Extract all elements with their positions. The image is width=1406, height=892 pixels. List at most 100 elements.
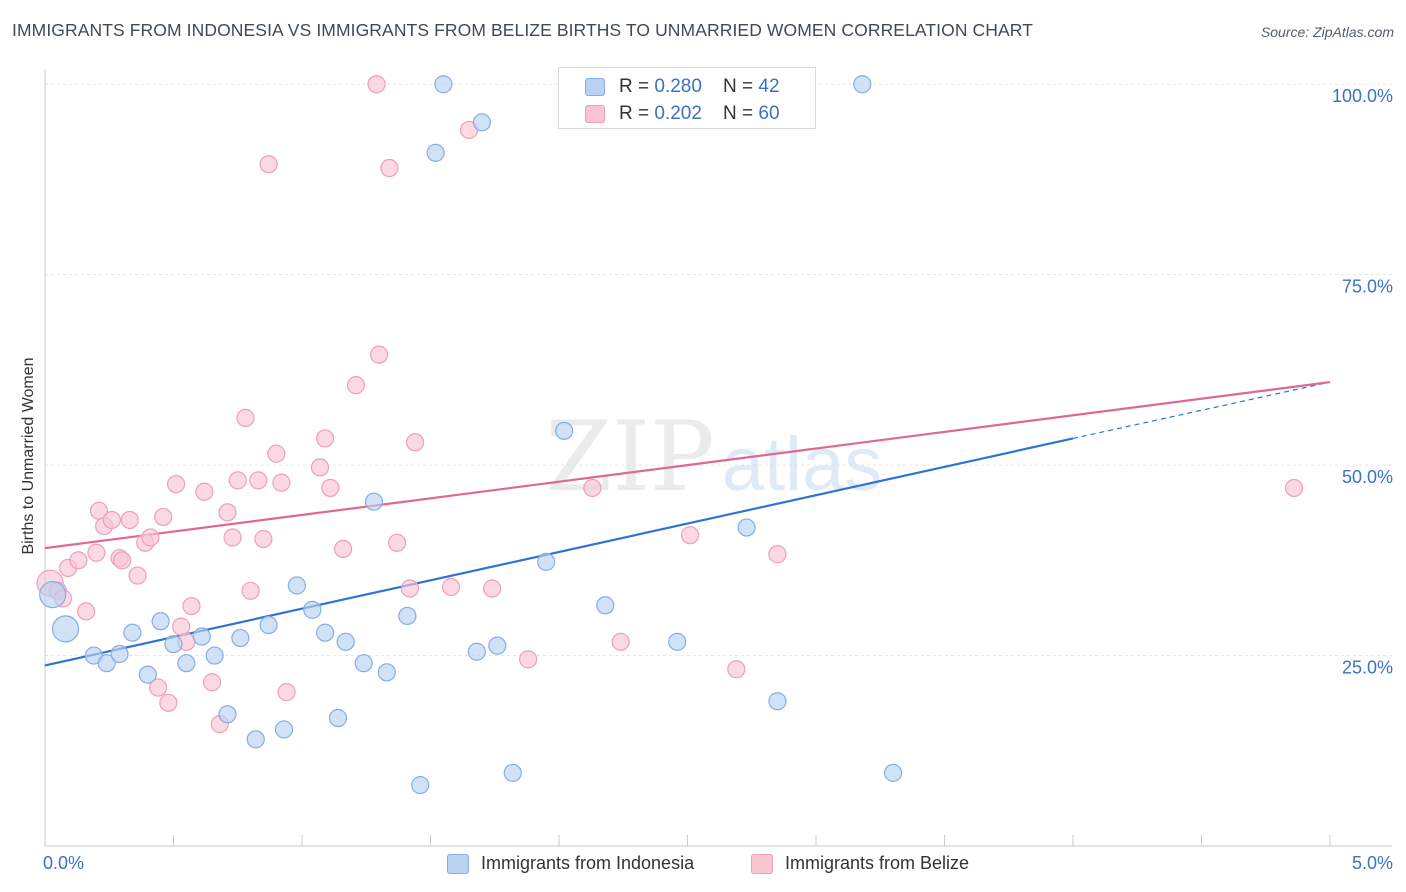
- indonesia-point: [434, 75, 453, 94]
- belize-point: [1284, 478, 1304, 498]
- indonesia-point: [472, 113, 491, 132]
- belize-point: [680, 526, 700, 545]
- indonesia-point: [336, 632, 355, 651]
- indonesia-point: [467, 642, 486, 661]
- data-points: [36, 75, 1304, 795]
- indonesia-point: [328, 708, 348, 728]
- belize-point: [69, 551, 88, 570]
- indonesia-point: [164, 635, 183, 654]
- tick-labels: 25.0% 50.0% 75.0% 100.0% 0.0% 5.0%: [43, 86, 1393, 873]
- indonesia-point: [503, 763, 522, 782]
- belize-point: [441, 577, 461, 597]
- legend-r-label: R =: [619, 103, 655, 124]
- indonesia-point: [231, 628, 250, 648]
- indonesia-point: [398, 606, 417, 626]
- trend-lines: [44, 380, 1331, 667]
- belize-point: [202, 673, 222, 692]
- y-tick-label: 50.0%: [1342, 467, 1393, 487]
- indonesia-point: [123, 623, 142, 642]
- indonesia-point: [737, 518, 756, 537]
- belize-point: [583, 478, 602, 498]
- indonesia-point: [364, 492, 384, 511]
- indonesia-point: [110, 644, 129, 664]
- indonesia-point: [596, 596, 615, 615]
- indonesia-point: [488, 636, 507, 655]
- belize-point: [172, 617, 191, 636]
- belize-point: [102, 510, 121, 530]
- legend: R = 0.280 N = 42 R = 0.202 N = 60: [558, 67, 816, 129]
- belize-point: [223, 528, 242, 547]
- y-axis-label: Births to Unmarried Women: [20, 357, 37, 554]
- indonesia-point: [377, 663, 396, 682]
- indonesia-point: [668, 632, 687, 651]
- indonesia-point: [39, 581, 67, 609]
- x-tick-label: 0.0%: [43, 853, 84, 873]
- x-tick-label: 5.0%: [1352, 853, 1393, 873]
- source-credit: Source: ZipAtlas.com: [1260, 24, 1394, 40]
- belize-point: [249, 471, 268, 490]
- y-tick-label: 75.0%: [1342, 277, 1393, 297]
- indonesia-point: [259, 615, 278, 635]
- grid-lines: [45, 83, 1392, 657]
- belize-point: [519, 650, 538, 669]
- indonesia-point: [205, 646, 224, 665]
- belize-point: [166, 475, 186, 494]
- chart-title: IMMIGRANTS FROM INDONESIA VS IMMIGRANTS …: [12, 20, 1034, 40]
- belize-point: [159, 693, 178, 712]
- belize-point: [272, 473, 291, 492]
- indonesia-point: [274, 720, 294, 739]
- indonesia-point: [853, 75, 872, 94]
- belize-point: [141, 528, 160, 547]
- watermark-zip: ZIP: [545, 401, 714, 513]
- belize-point: [259, 155, 278, 174]
- indonesia-point: [97, 654, 116, 673]
- indonesia-point: [138, 665, 157, 684]
- legend-n-label: N =: [723, 103, 759, 124]
- indonesia-point: [426, 143, 445, 162]
- indonesia-point: [883, 763, 903, 782]
- indonesia-point: [246, 730, 265, 749]
- belize-point: [768, 545, 787, 564]
- watermark: ZIP atlas: [545, 401, 882, 513]
- bottom-legend-label-indonesia: Immigrants from Indonesia: [481, 853, 695, 873]
- indonesia-trend-extension: [1072, 381, 1331, 440]
- belize-point: [195, 482, 214, 501]
- y-tick-label: 25.0%: [1342, 658, 1393, 678]
- legend-n-label: N =: [723, 76, 759, 97]
- indonesia-point: [192, 627, 211, 646]
- belize-point: [316, 429, 335, 448]
- belize-point: [236, 408, 255, 427]
- indonesia-point: [411, 775, 430, 795]
- legend-swatch-indonesia: [585, 78, 605, 96]
- bottom-legend-swatch-indonesia: [447, 854, 469, 874]
- legend-r-value: 0.280: [654, 76, 702, 97]
- bottom-legend-label-belize: Immigrants from Belize: [785, 853, 970, 873]
- belize-point: [218, 503, 237, 522]
- belize-point: [128, 566, 147, 585]
- indonesia-point: [316, 623, 335, 642]
- belize-point: [310, 458, 330, 477]
- legend-n-value: 42: [758, 76, 780, 97]
- belize-point: [367, 75, 386, 94]
- indonesia-point: [51, 615, 80, 643]
- indonesia-point: [287, 576, 306, 595]
- belize-point: [387, 533, 407, 552]
- belize-point: [277, 683, 296, 702]
- belize-point: [727, 660, 746, 679]
- indonesia-point: [555, 421, 574, 440]
- legend-swatch-belize: [585, 105, 605, 123]
- indonesia-point: [354, 654, 373, 673]
- belize-point: [370, 345, 389, 364]
- indonesia-point: [151, 612, 170, 631]
- legend-r-label: R =: [619, 76, 655, 97]
- legend-r-value: 0.202: [654, 103, 702, 124]
- bottom-legend-swatch-belize: [751, 854, 773, 874]
- belize-point: [228, 471, 247, 490]
- belize-point: [182, 596, 201, 616]
- indonesia-point: [537, 552, 556, 571]
- watermark-atlas: atlas: [722, 422, 883, 507]
- belize-point: [112, 551, 132, 570]
- belize-point: [148, 678, 168, 697]
- indonesia-point: [177, 654, 196, 673]
